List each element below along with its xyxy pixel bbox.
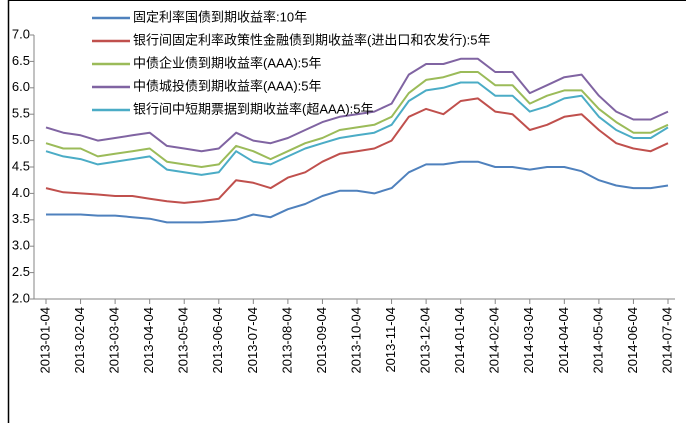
- y-tick-label: 6.0: [12, 79, 30, 94]
- y-tick-label: 7.0: [12, 26, 30, 41]
- series-line: [46, 160, 669, 224]
- series-line: [45, 71, 669, 168]
- x-tick-label: 2014-06-04: [625, 307, 640, 374]
- x-tick-label: 2013-09-04: [314, 307, 329, 374]
- x-tick-label: 2013-10-04: [348, 307, 363, 374]
- series-line: [45, 57, 669, 153]
- y-tick-label: 4.0: [12, 185, 30, 200]
- y-tick-label: 3.5: [12, 211, 30, 226]
- y-tick-label: 5.0: [12, 132, 30, 147]
- x-tick-label: 2013-05-04: [176, 307, 191, 374]
- x-tick-label: 2014-07-04: [659, 307, 674, 374]
- x-tick-label: 2013-06-04: [210, 307, 225, 374]
- x-tick-label: 2013-03-04: [107, 307, 122, 374]
- x-tick-label: 2013-11-04: [383, 307, 398, 373]
- x-tick-label: 2014-02-04: [487, 307, 502, 374]
- y-tick-label: 2.5: [12, 264, 30, 279]
- x-tick-label: 2013-02-04: [72, 307, 87, 374]
- x-tick-label: 2014-03-04: [521, 307, 536, 374]
- x-tick-label: 2014-04-04: [556, 307, 571, 374]
- legend-label: 中债城投债到期收益率(AAA):5年: [133, 78, 322, 93]
- y-tick-label: 3.0: [12, 238, 30, 253]
- x-tick-label: 2013-08-04: [279, 307, 294, 374]
- x-tick-label: 2013-12-04: [418, 307, 433, 374]
- x-tick-label: 2013-07-04: [245, 307, 260, 374]
- y-tick-label: 2.0: [12, 290, 30, 305]
- x-tick-label: 2013-04-04: [141, 307, 156, 374]
- legend-label: 固定利率国债到期收益率:10年: [133, 9, 307, 24]
- y-tick-label: 5.5: [12, 106, 30, 121]
- series-line: [45, 81, 669, 176]
- x-tick-label: 2014-05-04: [590, 307, 605, 374]
- legend-label: 银行间中短期票据到期收益率(超AAA):5年: [133, 101, 374, 116]
- y-tick-label: 4.5: [12, 158, 30, 173]
- x-tick-label: 2014-01-04: [452, 307, 467, 374]
- x-tick-label: 2013-01-04: [37, 307, 52, 374]
- series-line: [45, 97, 669, 204]
- y-tick-label: 6.5: [12, 53, 30, 68]
- legend-label: 银行间固定利率政策性金融债到期收益率(进出口和农发行):5年: [133, 32, 491, 47]
- legend-label: 中债企业债到期收益率(AAA):5年: [133, 55, 322, 70]
